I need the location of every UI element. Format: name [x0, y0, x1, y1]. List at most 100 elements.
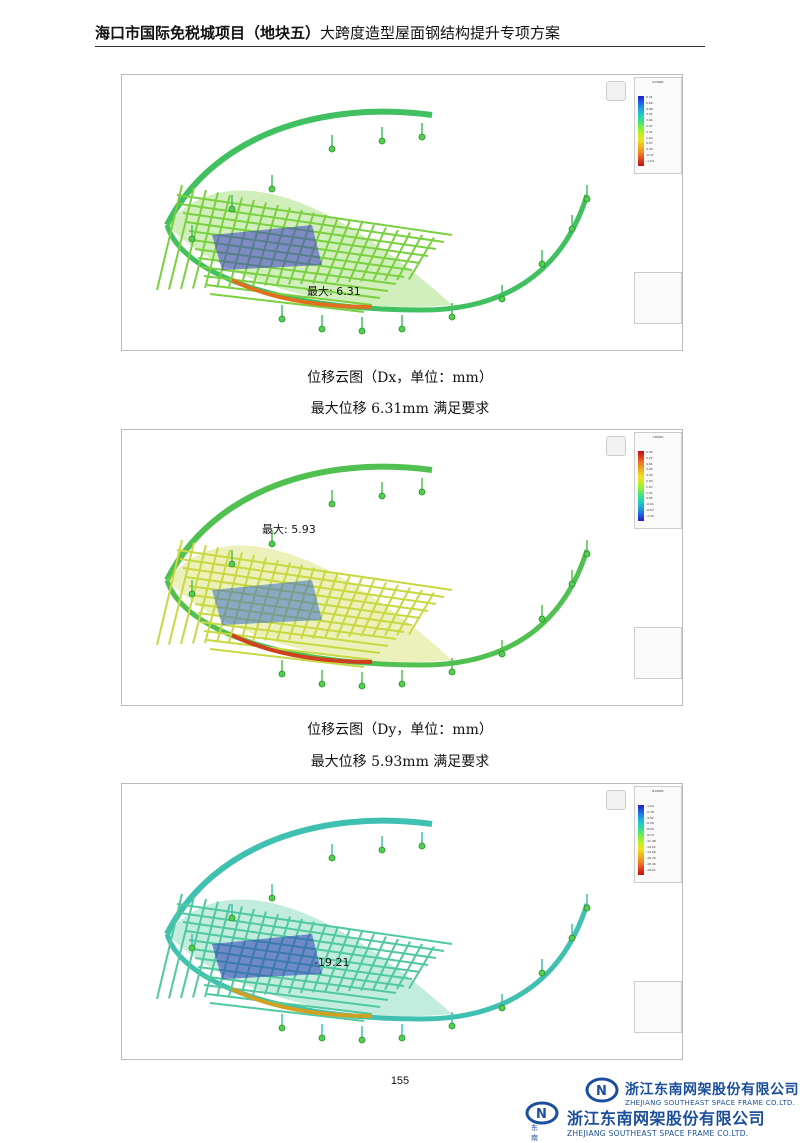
legend-value: 2.63: [646, 478, 653, 483]
color-legend: Y-DISPL 5.93 5.27 4.61 3.95 3.29 2.63 1.97 1.31…: [634, 432, 682, 702]
support-node: [398, 325, 406, 333]
legend-value: -1.04: [646, 158, 654, 163]
legend-title: X-DISPL: [652, 80, 664, 84]
view-cube-icon: [606, 790, 626, 810]
analysis-info-box: [634, 627, 682, 679]
legend-value: 4.61: [646, 461, 653, 466]
support-node: [268, 185, 276, 193]
roof-structure: [156, 817, 591, 1044]
support-node: [378, 137, 386, 145]
svg-text:N: N: [536, 1107, 547, 1122]
legend-value: 2.31: [646, 129, 653, 134]
figure-note-1: 最大位移 6.31mm 满足要求: [310, 401, 490, 417]
support-node: [268, 540, 276, 548]
support-node: [318, 325, 326, 333]
legend-value: 0.65: [646, 496, 653, 501]
legend-color-bar: [638, 96, 644, 166]
support-node: [448, 313, 456, 321]
color-legend: Z-DISPL -1.04 -2.78 -4.52 -6.26 -8.00 -9.74 -1…: [634, 786, 682, 1056]
support-node: [318, 680, 326, 688]
legend-value: 4.31: [646, 112, 653, 117]
legend-value: 2.97: [646, 123, 653, 128]
color-legend: X-DISPL 6.31 5.64 4.98 4.31 3.64 2.97 2.31 1.64…: [634, 77, 682, 347]
support-node: [358, 682, 366, 690]
support-node: [418, 842, 426, 850]
company-name-en: ZHEJIANG SOUTHEAST SPACE FRAME CO.LTD.: [625, 1099, 796, 1107]
legend-value: 5.93: [646, 450, 653, 454]
support-node: [418, 133, 426, 141]
company-name-cn: 浙江东南网架股份有限公司: [567, 1109, 766, 1128]
support-node: [228, 560, 236, 568]
support-node: [418, 488, 426, 496]
support-node: [448, 668, 456, 676]
legend-value: 1.31: [646, 490, 653, 495]
support-node: [188, 235, 196, 243]
support-node: [583, 195, 591, 203]
support-node: [583, 904, 591, 912]
support-node: [358, 1036, 366, 1044]
legend-values: 6.31 5.64 4.98 4.31 3.64 2.97 2.31 1.64 0.97 0.30…: [646, 95, 676, 165]
support-node: [328, 145, 336, 153]
legend-value: -9.74: [646, 832, 654, 837]
legend-value: -14.96: [646, 850, 656, 855]
header-title-rest: 大跨度造型屋面钢结构提升专项方案: [320, 24, 561, 42]
company-name-cn: 浙江东南网架股份有限公司: [625, 1082, 799, 1098]
support-node: [188, 590, 196, 598]
legend-value: 3.29: [646, 473, 653, 478]
support-node: [568, 225, 576, 233]
legend-value: 0.30: [646, 147, 653, 152]
legend-value: -0.37: [646, 152, 654, 157]
legend-value: 0.97: [646, 141, 653, 146]
legend-value: -6.26: [646, 821, 654, 826]
support-node: [188, 944, 196, 952]
support-node: [378, 846, 386, 854]
legend-value: 1.64: [646, 135, 653, 140]
legend-value: -0.67: [646, 507, 654, 512]
legend-color-bar: [638, 805, 644, 875]
legend-value: -4.52: [646, 815, 654, 820]
support-node: [538, 969, 546, 977]
legend-value: -0.01: [646, 502, 654, 507]
legend-value: 3.64: [646, 118, 653, 123]
displacement-plot-dy: 最大: 5.93 Y-DISPL 5.93 5.27 4.61 3.95 3.29 2.6…: [121, 429, 683, 706]
legend-value: 5.64: [646, 100, 653, 105]
support-node: [278, 670, 286, 678]
legend-title: Y-DISPL: [652, 435, 664, 439]
structure-drawing: [156, 817, 591, 1044]
support-node: [268, 894, 276, 902]
legend-value: 4.98: [646, 106, 653, 111]
legend-value: 6.31: [646, 95, 653, 99]
company-mark-icon: N: [525, 1101, 559, 1125]
legend-title: Z-DISPL: [652, 789, 664, 793]
support-node: [498, 1004, 506, 1012]
company-name-en: ZHEJIANG SOUTHEAST SPACE FRAME CO.LTD.: [567, 1129, 749, 1138]
legend-value: -13.22: [646, 844, 656, 849]
legend-value: -2.78: [646, 809, 654, 814]
svg-text:N: N: [596, 1084, 607, 1099]
header-title-bold: 海口市国际免税城项目（地块五）: [95, 24, 321, 42]
legend-value: -8.00: [646, 827, 654, 832]
support-node: [358, 327, 366, 335]
structure-drawing: [156, 463, 591, 690]
roof-structure: [156, 108, 591, 335]
support-node: [228, 914, 236, 922]
analysis-info-box: [634, 272, 682, 324]
legend-value: 3.95: [646, 467, 653, 472]
support-node: [278, 315, 286, 323]
support-node: [278, 1024, 286, 1032]
legend-value: -11.48: [646, 838, 656, 843]
support-node: [568, 580, 576, 588]
max-value-label: 最大: 5.93: [262, 523, 316, 536]
company-mark-icon: N: [585, 1077, 619, 1103]
legend-value: -18.44: [646, 861, 656, 866]
max-value-label: -19.21: [314, 956, 350, 969]
support-node: [498, 295, 506, 303]
support-node: [228, 205, 236, 213]
legend-value: -19.21: [646, 867, 656, 872]
displacement-plot-dx: 最大: 6.31 X-DISPL 6.31 5.64 4.98 4.31 3.64 2.9…: [121, 74, 683, 351]
support-node: [398, 1034, 406, 1042]
legend-value: 5.27: [646, 455, 653, 460]
legend-values: -1.04 -2.78 -4.52 -6.26 -8.00 -9.74 -11.48 -13.…: [646, 804, 676, 874]
figure-caption-2: 位移云图（Dy，单位：mm）: [307, 722, 493, 738]
legend-value: -16.70: [646, 856, 656, 861]
